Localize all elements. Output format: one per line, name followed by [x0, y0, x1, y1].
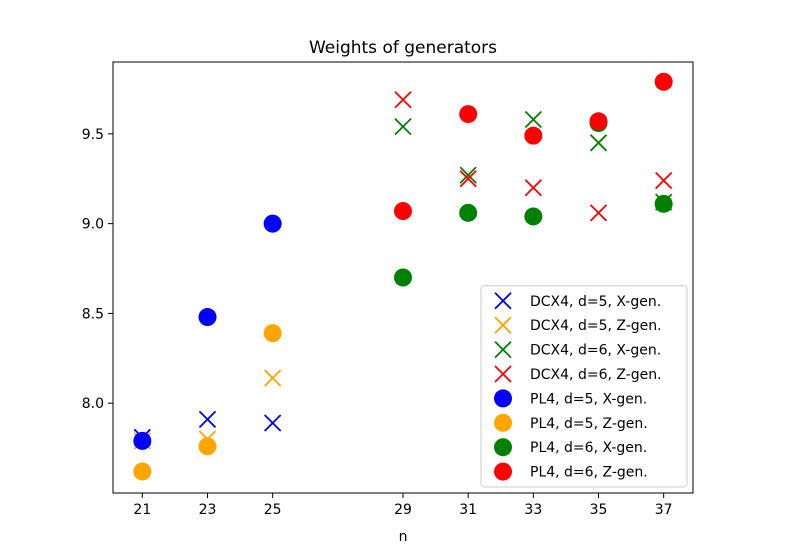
- point-dcx4-d-5-x-gen-2: [264, 414, 282, 432]
- point-dcx4-d-6-x-gen-1: [459, 166, 477, 184]
- legend-label-dcx4-d-6-z-gen: DCX4, d=6, Z-gen.: [530, 367, 662, 383]
- x-tick-label: 29: [394, 502, 412, 518]
- x-tick-label: 21: [133, 502, 151, 518]
- point-pl4-d-6-x-gen-0: [394, 268, 412, 287]
- point-pl4-d-5-z-gen-2: [263, 324, 282, 343]
- legend-label-dcx4-d-6-x-gen: DCX4, d=6, X-gen.: [530, 343, 661, 359]
- point-dcx4-d-6-x-gen-3: [589, 134, 608, 152]
- point-pl4-d-5-z-gen-0: [133, 462, 152, 481]
- x-tick-label: 37: [655, 502, 673, 518]
- point-pl4-d-6-x-gen-2: [524, 207, 543, 226]
- point-dcx4-d-6-z-gen-3: [589, 204, 608, 222]
- legend-label-dcx4-d-5-z-gen: DCX4, d=5, Z-gen.: [530, 318, 662, 334]
- point-pl4-d-5-z-gen-1: [198, 437, 217, 456]
- point-pl4-d-6-z-gen-4: [654, 72, 673, 91]
- point-dcx4-d-6-x-gen-2: [524, 110, 542, 129]
- x-tick-label: 31: [459, 502, 477, 518]
- legend-marker-dcx4-d-5-x-gen: [494, 292, 512, 310]
- legend-label-pl4-d-5-z-gen: PL4, d=5, Z-gen.: [530, 416, 648, 432]
- x-tick-label: 23: [199, 502, 217, 518]
- point-pl4-d-5-x-gen-1: [198, 308, 217, 327]
- point-dcx4-d-6-z-gen-0: [394, 91, 412, 109]
- y-tick-label: 8.5: [82, 306, 104, 322]
- x-tick-label: 25: [264, 502, 282, 518]
- point-pl4-d-6-x-gen-4: [654, 194, 673, 213]
- x-tick-label: 35: [590, 502, 608, 518]
- chart-title: Weights of generators: [309, 38, 497, 58]
- legend-marker-dcx4-d-6-z-gen: [494, 365, 512, 383]
- legend-marker-dcx4-d-6-x-gen: [494, 340, 512, 359]
- x-axis-label: n: [399, 529, 408, 545]
- point-dcx4-d-5-x-gen-1: [198, 410, 217, 429]
- legend-marker-pl4-d-6-x-gen: [494, 438, 512, 457]
- legend-marker-dcx4-d-5-z-gen: [494, 316, 512, 334]
- legend-marker-pl4-d-5-x-gen: [494, 389, 512, 408]
- point-dcx4-d-5-z-gen-2: [264, 369, 282, 387]
- legend-label-pl4-d-5-x-gen: PL4, d=5, X-gen.: [530, 391, 647, 407]
- legend-marker-pl4-d-5-z-gen: [494, 413, 512, 432]
- point-dcx4-d-6-z-gen-1: [459, 170, 477, 188]
- point-pl4-d-5-x-gen-0: [133, 431, 152, 450]
- x-tick-label: 33: [524, 502, 542, 518]
- y-tick-label: 9.5: [82, 127, 104, 143]
- legend: DCX4, d=5, X-gen. DCX4, d=5, Z-gen. DCX4, …: [480, 285, 688, 488]
- point-pl4-d-6-z-gen-0: [394, 202, 412, 221]
- y-tick-label: 9.0: [82, 217, 104, 233]
- point-pl4-d-6-z-gen-1: [459, 105, 478, 124]
- y-tick-label: 8.0: [82, 396, 104, 412]
- plot-marks: [133, 72, 673, 481]
- point-dcx4-d-6-z-gen-2: [524, 179, 542, 197]
- x-axis-ticks: 21 23 25 29 31 33 35 37: [133, 493, 673, 518]
- point-pl4-d-6-x-gen-1: [459, 203, 478, 222]
- legend-box: [480, 285, 688, 488]
- point-pl4-d-6-z-gen-3: [589, 112, 608, 131]
- point-dcx4-d-6-z-gen-4: [655, 171, 673, 190]
- point-dcx4-d-6-x-gen-0: [394, 118, 412, 136]
- y-axis-ticks: 8.0 8.5 9.0 9.5: [82, 127, 113, 412]
- legend-marker-pl4-d-6-z-gen: [494, 462, 512, 481]
- legend-label-pl4-d-6-z-gen: PL4, d=6, Z-gen.: [530, 465, 648, 481]
- legend-label-dcx4-d-5-x-gen: DCX4, d=5, X-gen.: [530, 294, 661, 310]
- legend-label-pl4-d-6-x-gen: PL4, d=6, X-gen.: [530, 440, 647, 456]
- point-pl4-d-5-x-gen-2: [263, 214, 282, 233]
- point-pl4-d-6-z-gen-2: [524, 126, 543, 145]
